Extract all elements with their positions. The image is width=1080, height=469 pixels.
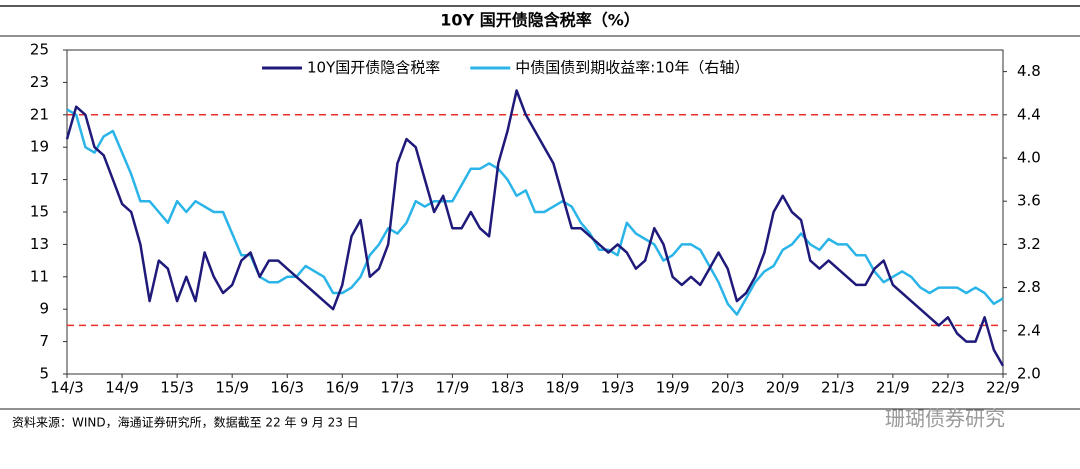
x-tick-label: 20/3 xyxy=(711,379,745,397)
legend-label: 中债国债到期收益率:10年（右轴） xyxy=(515,59,749,77)
x-tick-label: 14/3 xyxy=(50,379,84,397)
x-tick-label: 20/9 xyxy=(766,379,800,397)
y2-tick-label: 2.8 xyxy=(1017,278,1041,296)
y-tick-label: 11 xyxy=(30,267,49,285)
series-line xyxy=(65,89,1005,367)
y2-tick-label: 4.8 xyxy=(1017,62,1041,80)
x-tick-label: 21/3 xyxy=(821,379,855,397)
x-tick-label: 15/9 xyxy=(215,379,249,397)
y2-tick-label: 2.4 xyxy=(1017,321,1041,339)
y2-tick-label: 2.0 xyxy=(1017,365,1041,383)
x-tick-label: 14/9 xyxy=(105,379,139,397)
x-tick-label: 19/3 xyxy=(601,379,635,397)
chart-title: 10Y 国开债隐含税率（%） xyxy=(440,11,639,30)
y-tick-label: 17 xyxy=(30,170,49,188)
x-tick-label: 17/9 xyxy=(436,379,470,397)
x-tick-label: 18/9 xyxy=(546,379,580,397)
y-tick-label: 5 xyxy=(39,365,49,383)
x-tick-label: 21/9 xyxy=(876,379,910,397)
x-tick-label: 22/3 xyxy=(931,379,965,397)
y-tick-label: 7 xyxy=(39,332,49,350)
y2-tick-label: 4.4 xyxy=(1017,105,1041,123)
x-tick-label: 15/3 xyxy=(160,379,194,397)
y-tick-label: 13 xyxy=(30,235,49,253)
legend-label: 10Y国开债隐含税率 xyxy=(307,59,440,77)
y-tick-label: 19 xyxy=(30,138,49,156)
x-tick-label: 16/9 xyxy=(325,379,359,397)
x-tick-label: 17/3 xyxy=(381,379,415,397)
y-tick-label: 15 xyxy=(30,203,49,221)
y2-tick-label: 3.2 xyxy=(1017,235,1041,253)
y-tick-label: 25 xyxy=(30,41,49,59)
series-line xyxy=(66,108,1004,316)
x-tick-label: 19/9 xyxy=(656,379,690,397)
y-tick-label: 21 xyxy=(30,105,49,123)
y2-tick-label: 4.0 xyxy=(1017,149,1041,167)
y-tick-label: 23 xyxy=(30,73,49,91)
y-tick-label: 9 xyxy=(39,300,49,318)
source-note: 资料来源：WIND，海通证券研究所，数据截至 22 年 9 月 23 日 xyxy=(12,415,359,430)
x-tick-label: 16/3 xyxy=(270,379,304,397)
x-tick-label: 22/9 xyxy=(986,379,1020,397)
x-tick-label: 18/3 xyxy=(491,379,525,397)
watermark: 珊瑚债券研究 xyxy=(885,407,1005,431)
y2-tick-label: 3.6 xyxy=(1017,192,1041,210)
